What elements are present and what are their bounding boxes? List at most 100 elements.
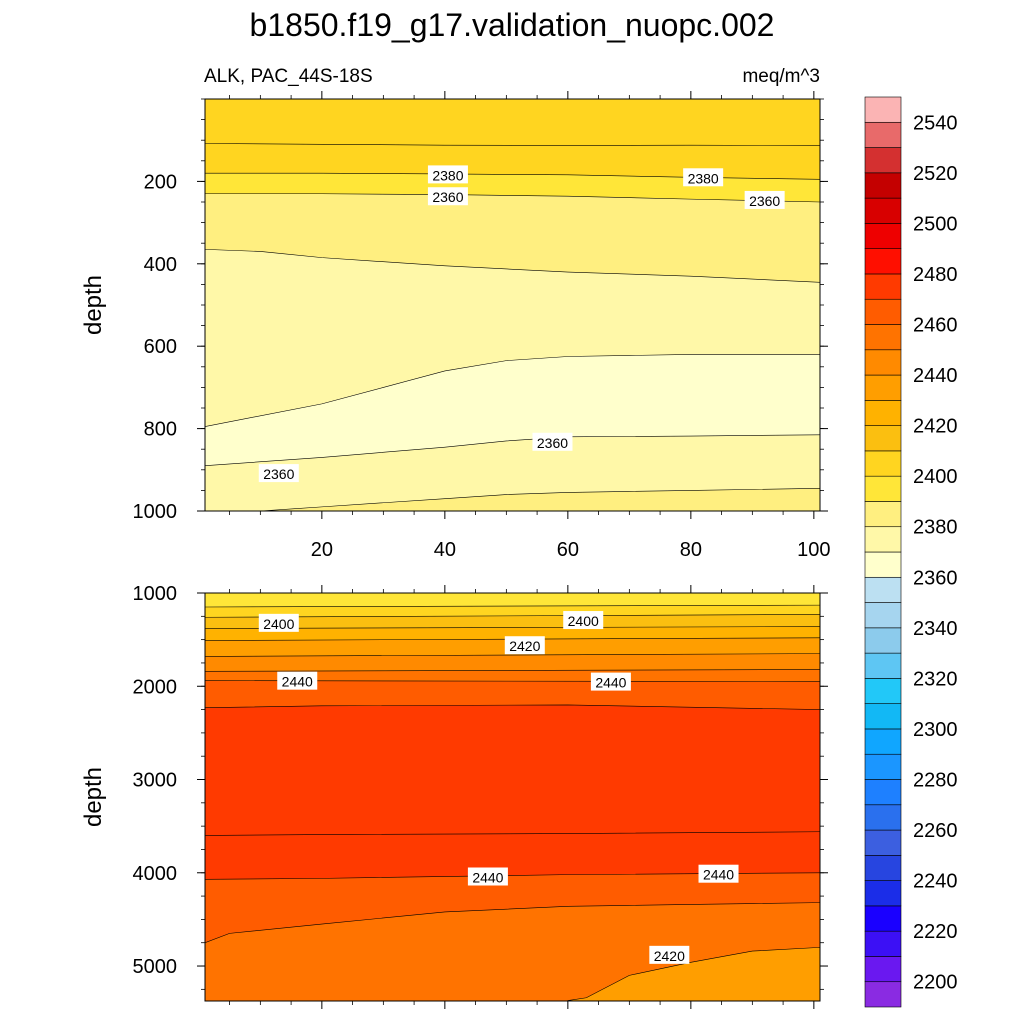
panel-upper-plot-area <box>205 99 820 511</box>
colorbar-tick-label: 2520 <box>913 163 958 185</box>
colorbar-tick-label: 2200 <box>913 972 958 994</box>
colorbar-swatch <box>864 223 902 249</box>
contour-label-box <box>563 611 604 630</box>
contour-label-box <box>698 864 739 883</box>
colorbar-swatch <box>864 956 902 983</box>
colorbar-tick-label: 2360 <box>913 567 958 589</box>
contour-band <box>205 488 820 511</box>
panel-lower-plot-area <box>205 593 820 1001</box>
colorbar-swatch <box>864 728 902 755</box>
colorbar-swatch <box>864 930 902 957</box>
colorbar-swatch <box>864 905 902 932</box>
y-tick-label: 1000 <box>133 583 178 605</box>
contour-line <box>205 354 820 427</box>
contour-label-box <box>277 671 318 690</box>
contour-label: 2420 <box>654 948 685 964</box>
y-axis-label: depth <box>80 275 107 335</box>
contour-line <box>205 193 820 203</box>
colorbar-tick-label: 2380 <box>913 517 958 539</box>
contour-label-box <box>427 187 468 206</box>
colorbar-swatch <box>864 678 902 704</box>
y-tick-label: 2000 <box>133 676 178 698</box>
colorbar-tick-label: 2320 <box>913 668 958 690</box>
colorbar-swatch <box>864 576 902 603</box>
colorbar-swatch <box>864 855 902 881</box>
contour-line <box>205 614 820 618</box>
contour-label-box <box>683 168 724 187</box>
colorbar-swatch <box>864 450 902 477</box>
colorbar-tick-label: 2540 <box>913 112 958 134</box>
colorbar-tick-label: 2460 <box>913 315 958 337</box>
contour-label: 2420 <box>509 638 540 654</box>
contour-line <box>205 653 820 657</box>
x-tick-label: 40 <box>434 539 456 561</box>
contour-label-box <box>258 613 299 632</box>
contour-line <box>205 249 820 283</box>
colorbar-swatch <box>864 602 902 629</box>
contour-line <box>205 143 820 146</box>
colorbar-swatch <box>864 248 902 275</box>
contour-label: 2400 <box>263 616 294 632</box>
y-tick-label: 5000 <box>133 956 178 978</box>
contour-label: 2440 <box>472 870 503 886</box>
contour-line <box>205 831 820 836</box>
x-tick-label: 20 <box>311 539 333 561</box>
contour-label: 2360 <box>432 189 463 205</box>
contour-label: 2380 <box>432 167 463 183</box>
variable-region-label: ALK, PAC_44S-18S <box>204 66 373 87</box>
colorbar-tick-label: 2420 <box>913 416 958 438</box>
colorbar-swatch <box>864 880 902 907</box>
panel-lower-frame <box>204 592 821 1002</box>
colorbar-swatch <box>864 475 902 502</box>
colorbar-tick-label: 2300 <box>913 719 958 741</box>
colorbar-swatch <box>864 753 902 780</box>
colorbar-swatch <box>864 324 902 351</box>
colorbar-tick-label: 2340 <box>913 618 958 640</box>
units-label: meq/m^3 <box>742 66 820 87</box>
x-tick-label: 60 <box>557 539 579 561</box>
contour-label-box <box>532 432 573 451</box>
contour-line <box>205 669 820 672</box>
colorbar-swatch <box>864 981 902 1008</box>
contour-label: 2440 <box>282 674 313 690</box>
contour-label-box <box>427 165 468 184</box>
colorbar-swatch <box>864 652 902 679</box>
contour-label-box <box>590 672 631 691</box>
contour-label: 2360 <box>263 466 294 482</box>
contour-label: 2440 <box>703 867 734 883</box>
contour-label: 2440 <box>595 675 626 691</box>
y-tick-label: 400 <box>144 254 177 276</box>
colorbar-swatch <box>864 96 902 123</box>
y-tick-label: 1000 <box>133 501 178 523</box>
colorbar-swatch <box>864 197 902 224</box>
contour-line <box>205 626 820 629</box>
colorbar-swatch <box>864 779 902 806</box>
contour-line <box>205 902 820 943</box>
contour-line <box>205 488 820 511</box>
y-axis-label: depth <box>80 767 107 827</box>
colorbar-swatch <box>864 147 902 174</box>
colorbar-tick-label: 2260 <box>913 820 958 842</box>
colorbar-swatch <box>864 349 902 376</box>
x-tick-label: 100 <box>797 539 830 561</box>
colorbar-tick-label: 2400 <box>913 466 958 488</box>
y-tick-label: 4000 <box>133 863 178 885</box>
contour-line <box>205 704 820 710</box>
colorbar-tick-label: 2480 <box>913 264 958 286</box>
contour-label-box <box>744 190 785 209</box>
colorbar-swatch <box>864 703 902 730</box>
colorbar-swatch <box>864 425 902 452</box>
colorbar-swatch <box>864 526 902 553</box>
contour-line <box>205 434 820 466</box>
contour-region <box>567 947 820 1001</box>
colorbar-swatch <box>864 400 902 426</box>
contour-label-box <box>649 945 690 964</box>
colorbar-swatch <box>864 172 902 199</box>
colorbar-tick-label: 2220 <box>913 921 958 943</box>
colorbar-swatch <box>864 298 902 325</box>
colorbar-swatch <box>864 501 902 528</box>
figure-title: b1850.f19_g17.validation_nuopc.002 <box>250 7 775 43</box>
y-tick-label: 600 <box>144 336 177 358</box>
